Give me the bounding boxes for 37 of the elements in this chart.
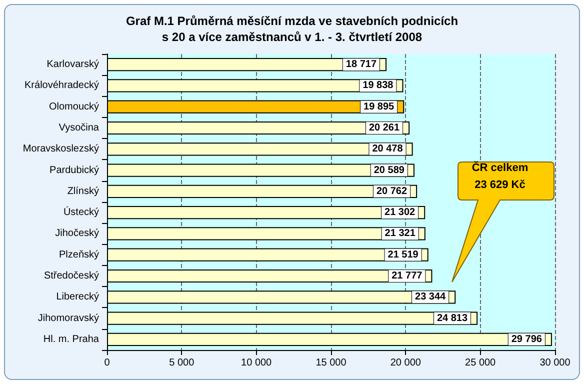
x-tick-label: 10 000 xyxy=(241,358,272,368)
data-label: 21 321 xyxy=(384,228,416,240)
data-label: 23 344 xyxy=(415,292,446,303)
y-tick-label: Vysočina xyxy=(58,122,100,134)
data-label: 21 302 xyxy=(384,207,416,218)
data-label: 21 777 xyxy=(392,270,423,282)
data-label: 20 762 xyxy=(376,186,408,197)
data-label: 20 261 xyxy=(368,122,400,134)
y-tick-label: Ústecký xyxy=(63,206,99,218)
annotation: ČR celkem 23 629 Kč xyxy=(470,160,530,193)
x-tick-label: 25 000 xyxy=(465,358,496,368)
y-tick-label: Královéhradecký xyxy=(24,80,99,92)
y-tick-label: Zlínský xyxy=(67,186,99,197)
data-label: 20 589 xyxy=(374,164,405,176)
data-label: 19 895 xyxy=(364,101,395,112)
x-tick-label: 30 000 xyxy=(540,358,571,368)
y-tick-label: Liberecký xyxy=(56,292,99,303)
y-tick-label: Karlovarský xyxy=(46,59,99,70)
y-tick-label: Plzeňský xyxy=(58,249,99,260)
data-label: 29 796 xyxy=(511,334,542,345)
y-tick-label: Hl. m. Praha xyxy=(43,334,100,345)
y-tick-label: Středočeský xyxy=(44,270,99,282)
y-tick-label: Jihomoravský xyxy=(38,312,99,324)
data-label: 20 478 xyxy=(372,144,404,155)
y-tick-label: Jihočeský xyxy=(55,228,99,240)
x-tick-label: 0 xyxy=(104,358,110,368)
data-label: 19 838 xyxy=(362,80,394,92)
data-label: 18 717 xyxy=(346,59,377,70)
x-tick-label: 15 000 xyxy=(316,358,347,368)
y-tick-label: Moravskoslezský xyxy=(22,144,99,155)
data-label: 24 813 xyxy=(436,312,468,324)
y-tick-label: Olomoucký xyxy=(48,101,99,112)
x-tick-label: 20 000 xyxy=(390,358,422,368)
x-tick-label: 5 000 xyxy=(169,358,195,368)
data-label: 21 519 xyxy=(388,249,419,260)
chart-title: Graf M.1 Průměrná měsíční mzda ve stavebních podnicích s 20 a více zaměstnanců v 1. - 3. čtvrtletí 2008 xyxy=(126,14,458,44)
y-tick-label: Pardubický xyxy=(50,164,99,176)
